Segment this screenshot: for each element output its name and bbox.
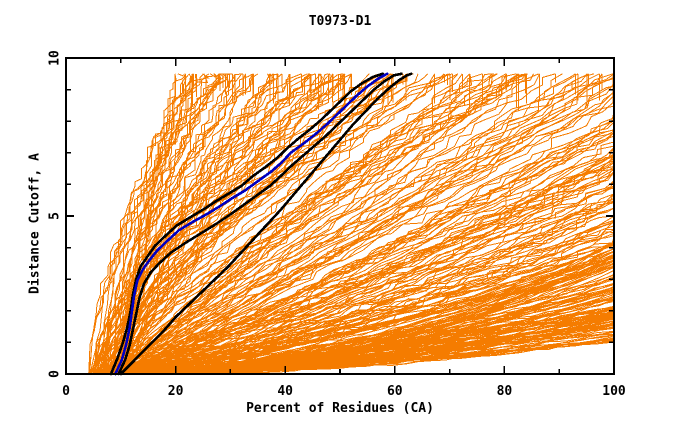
background-curve	[107, 283, 615, 375]
background-curve	[94, 172, 615, 375]
background-curve	[119, 73, 497, 375]
background-curve	[105, 73, 419, 375]
background-curve	[109, 73, 539, 375]
background-curve	[114, 73, 186, 374]
x-tick-label: 0	[62, 384, 70, 399]
y-tick-label: 0	[48, 370, 63, 378]
background-curve	[99, 193, 615, 375]
background-curve	[95, 73, 302, 375]
background-curve	[99, 95, 615, 375]
background-curve	[115, 73, 391, 375]
x-tick-label: 40	[277, 384, 293, 399]
background-curve	[129, 73, 528, 375]
background-curve	[129, 340, 615, 375]
background-curve	[121, 266, 615, 375]
reference-curve	[117, 72, 403, 376]
background-curve	[94, 255, 615, 375]
background-curve	[100, 160, 615, 375]
background-curve	[116, 73, 247, 375]
highlight-curve-group	[114, 72, 389, 376]
background-curve	[96, 185, 615, 375]
background-curve	[112, 73, 229, 375]
background-curve	[125, 73, 527, 375]
background-curve	[121, 73, 556, 375]
background-curve	[92, 73, 507, 375]
background-curve	[124, 284, 615, 375]
x-tick-label: 80	[497, 384, 513, 399]
background-curve	[101, 250, 615, 375]
background-curve	[91, 73, 254, 375]
background-curve	[97, 73, 436, 375]
reference-curve	[119, 72, 413, 376]
background-curve	[90, 207, 615, 375]
x-tick-label: 100	[602, 384, 626, 399]
background-curve	[103, 156, 615, 375]
background-curve	[110, 73, 576, 375]
y-tick-label: 5	[48, 212, 63, 220]
background-curve	[122, 73, 414, 375]
tick-labels-group: 0 20 40 60 80 100 0 5 10	[48, 50, 626, 399]
chart-title: T0973-D1	[308, 14, 372, 29]
background-curve	[99, 73, 603, 375]
highlight-curve	[114, 72, 389, 376]
background-curve	[94, 73, 190, 375]
background-curve	[117, 242, 615, 375]
x-tick-label: 60	[387, 384, 403, 399]
background-curve	[129, 262, 615, 375]
background-curve	[98, 73, 507, 375]
background-curve	[93, 73, 517, 375]
background-curve	[110, 132, 615, 375]
x-tick-label: 20	[168, 384, 184, 399]
background-curve	[108, 73, 527, 375]
background-curve	[113, 73, 493, 375]
x-axis-label: Percent of Residues (CA)	[246, 401, 434, 416]
background-curve	[112, 192, 615, 375]
background-curve	[116, 73, 210, 375]
background-curve	[101, 73, 271, 375]
background-curve	[97, 169, 615, 375]
background-curve	[117, 73, 445, 375]
background-curve	[127, 73, 526, 375]
background-curve	[107, 243, 615, 375]
background-curve	[120, 73, 448, 375]
background-curve	[98, 147, 615, 375]
background-curve	[90, 172, 615, 375]
background-curve	[87, 76, 615, 375]
background-curve	[97, 130, 615, 375]
background-curve	[99, 292, 615, 375]
background-curve	[93, 256, 615, 375]
background-curve	[126, 105, 615, 375]
background-curve	[117, 166, 615, 375]
background-curve	[103, 73, 226, 375]
background-curve	[98, 73, 579, 375]
axis-frame	[65, 57, 615, 375]
background-curve	[117, 73, 493, 375]
background-curve	[112, 179, 615, 375]
background-curve	[90, 73, 407, 375]
background-curve	[130, 73, 333, 375]
y-axis-label: Distance Cutoff, A	[27, 153, 43, 294]
background-curve	[108, 73, 230, 375]
background-curve	[123, 73, 221, 375]
background-curve	[123, 73, 594, 375]
background-curve	[116, 76, 615, 375]
y-tick-label: 10	[48, 50, 63, 66]
background-curve	[89, 73, 453, 375]
background-curve	[94, 251, 615, 375]
background-curve	[88, 73, 210, 375]
background-curve	[96, 73, 541, 375]
background-curve	[129, 324, 615, 375]
